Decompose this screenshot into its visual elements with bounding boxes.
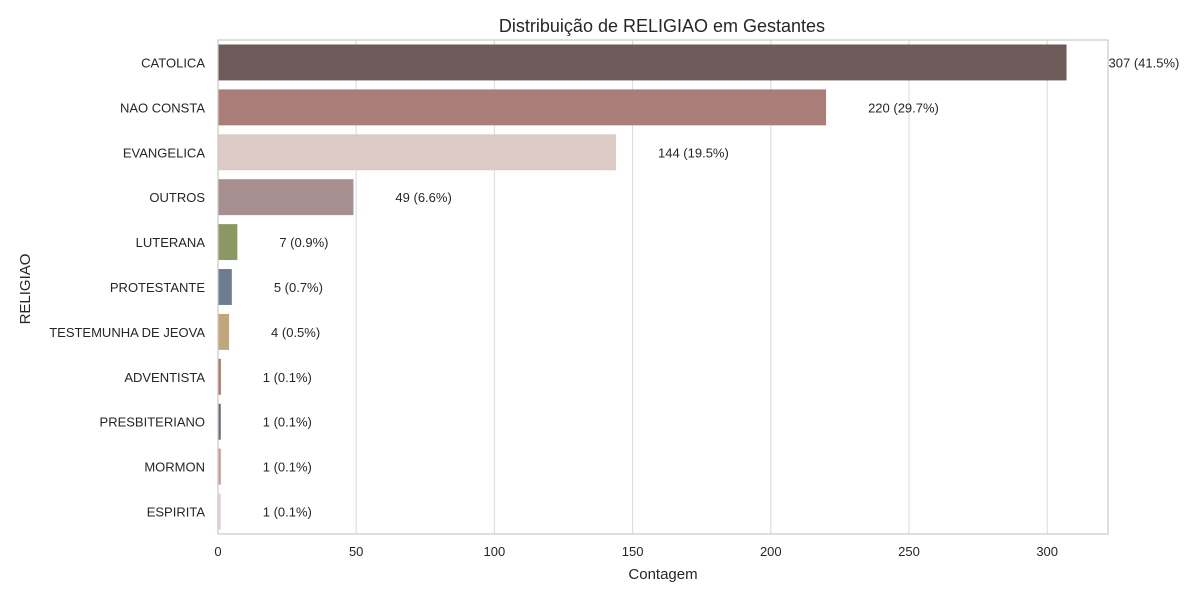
y-tick-label: MORMON [144,460,205,475]
bar-data-label: 1 (0.1%) [263,370,312,385]
y-tick-labels: CATOLICA NAO CONSTA EVANGELICA OUTROS LUTERA… [49,55,205,519]
y-tick-label: CATOLICA [141,55,205,70]
y-tick-label: OUTROS [149,190,205,205]
bar-data-label: 7 (0.9%) [279,235,328,250]
bars [218,44,1067,530]
bar-data-label: 144 (19.5%) [658,145,729,160]
bar-data-label: 4 (0.5%) [271,325,320,340]
x-tick-label: 50 [349,544,363,559]
y-tick-label: EVANGELICA [123,145,205,160]
bar [218,358,221,395]
y-tick-label: NAO CONSTA [120,100,205,115]
bar-data-label: 49 (6.6%) [395,190,451,205]
x-tick-labels: 0 50 100 150 200 250 300 [214,544,1058,559]
chart-title: Distribuição de RELIGIAO em Gestantes [499,16,825,36]
bar [218,179,354,216]
plot-frame [217,39,1109,535]
x-axis-label: Contagem [628,566,697,583]
bar [218,134,617,171]
y-tick-label: LUTERANA [136,235,206,250]
x-tick-label: 150 [622,544,644,559]
bar-data-label: 220 (29.7%) [868,100,939,115]
bar [218,44,1067,81]
x-tick-label: 250 [898,544,920,559]
bar [218,313,230,350]
y-tick-label: PRESBITERIANO [100,415,205,430]
bar [218,89,827,126]
bar-data-label: 1 (0.1%) [263,460,312,475]
x-tick-label: 0 [214,544,221,559]
bar-data-label: 307 (41.5%) [1109,55,1180,70]
y-tick-label: PROTESTANTE [110,280,205,295]
bar [218,269,232,305]
bar [218,448,221,485]
bar [218,493,221,530]
bar-data-label: 5 (0.7%) [274,280,323,295]
y-tick-label: ESPIRITA [147,505,206,520]
y-axis-label: RELIGIAO [17,254,34,325]
x-tick-label: 100 [484,544,506,559]
x-tick-label: 200 [760,544,782,559]
bar-data-label: 1 (0.1%) [263,505,312,520]
y-tick-label: ADVENTISTA [124,370,205,385]
bar-data-label: 1 (0.1%) [263,415,312,430]
x-tick-label: 300 [1036,544,1058,559]
bar [218,224,238,261]
data-labels: 307 (41.5%) 220 (29.7%) 144 (19.5%) 49 (6.6… [263,55,1180,519]
y-tick-label: TESTEMUNHA DE JEOVA [49,325,205,340]
bar [218,403,221,440]
